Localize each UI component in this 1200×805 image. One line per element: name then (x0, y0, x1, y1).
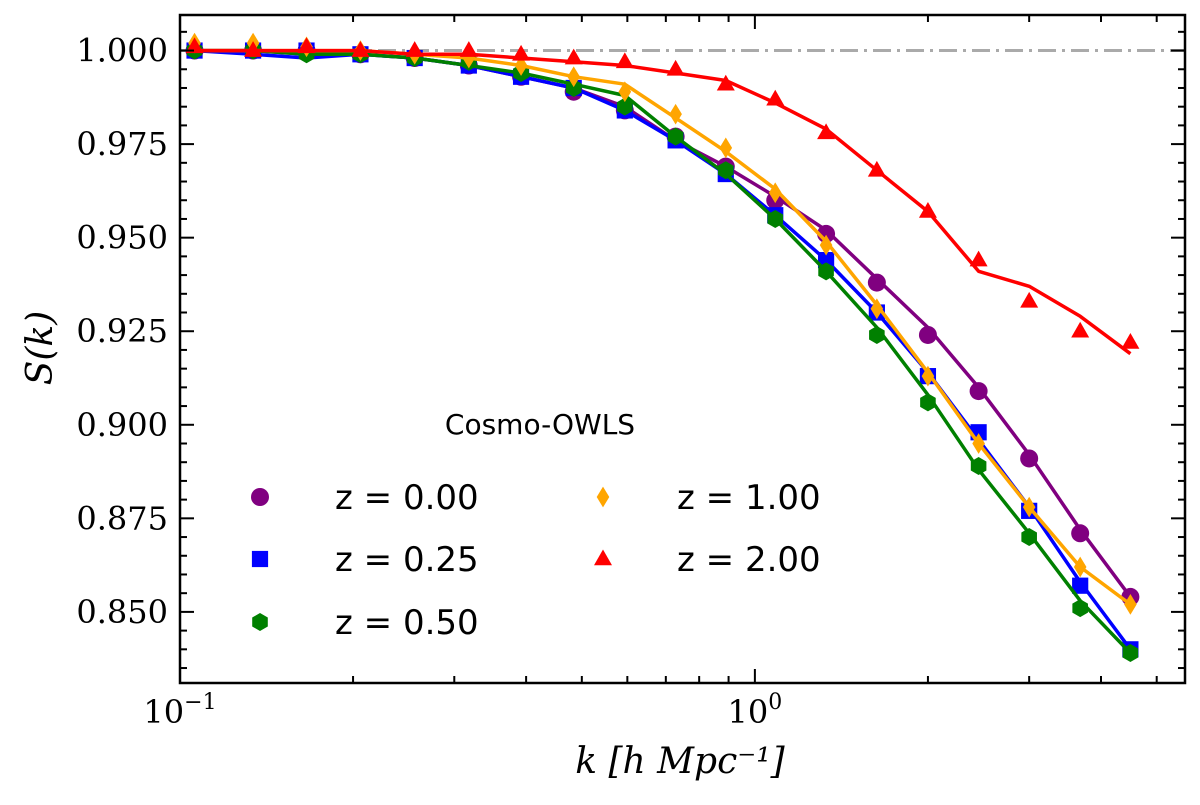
data-point (1071, 524, 1090, 543)
data-point (921, 365, 935, 387)
data-point (1071, 321, 1090, 338)
data-point (512, 44, 531, 61)
data-point (869, 325, 885, 344)
data-point (1072, 599, 1088, 618)
legend: Cosmo-OWLS z = 0.00 z = 0.25 z = 0.50 z = 1… (251, 408, 821, 643)
legend-entry: z = 1.00 (596, 478, 821, 518)
tick-labels: 10−1 100 0.850 0.875 0.900 0.925 0.950 0.975 1.0… (76, 32, 782, 731)
legend-title: Cosmo-OWLS (445, 408, 635, 441)
data-point (185, 37, 204, 54)
data-point (667, 127, 684, 146)
plot-frame (178, 13, 1187, 685)
legend-label: z = 2.00 (677, 540, 821, 580)
data-point (462, 47, 476, 69)
legend-entry: z = 2.00 (594, 540, 821, 580)
data-point (969, 382, 988, 401)
x-axis-label: k [h Mpc⁻¹] (575, 741, 785, 782)
data-point (1020, 291, 1039, 308)
y-tick-label: 0.950 (76, 219, 168, 257)
data-point (717, 161, 734, 180)
legend-entry: z = 0.25 (251, 540, 479, 580)
data-point (969, 250, 988, 267)
data-point (1124, 594, 1137, 615)
legend-marker (251, 550, 269, 568)
data-point (615, 52, 634, 69)
data-point (567, 66, 581, 88)
legend-entry: z = 0.00 (251, 478, 479, 518)
y-tick-label: 0.850 (76, 593, 168, 631)
data-point (819, 234, 833, 256)
y-tick-label: 0.925 (76, 312, 168, 350)
data-point (716, 74, 735, 91)
series-4 (185, 37, 1140, 356)
y-tick-label: 1.000 (76, 32, 168, 70)
data-point (459, 41, 478, 57)
legend-entry: z = 0.50 (252, 603, 479, 643)
data-point (920, 393, 936, 412)
data-point (867, 273, 886, 292)
legend-label: z = 0.25 (335, 540, 479, 580)
data-point (617, 97, 633, 116)
data-point (918, 202, 937, 218)
data-point (867, 160, 886, 177)
data-point (970, 456, 987, 475)
data-point (972, 433, 985, 454)
legend-label: z = 0.50 (335, 603, 479, 643)
x-tick-label: 100 (728, 690, 783, 731)
series-layer (185, 32, 1140, 663)
y-tick-label: 0.875 (76, 499, 168, 537)
data-point (818, 262, 834, 281)
ticks-layer (179, 15, 1185, 683)
data-point (514, 55, 528, 76)
y-tick-label: 0.900 (76, 406, 168, 444)
data-point (719, 137, 733, 159)
data-point (1121, 333, 1140, 349)
data-point (768, 182, 782, 204)
data-point (817, 252, 835, 269)
legend-marker (252, 613, 268, 631)
data-point (565, 78, 582, 97)
legend-marker (251, 488, 269, 506)
data-point (405, 41, 424, 57)
data-point (870, 298, 884, 320)
data-point (564, 48, 583, 65)
data-point (1073, 556, 1087, 578)
legend-label: z = 0.00 (335, 478, 479, 518)
data-point (618, 81, 632, 103)
data-point (918, 325, 937, 344)
data-point (1072, 577, 1089, 594)
data-point (1020, 449, 1039, 468)
plot-background (180, 15, 1185, 683)
x-tick-label: 10−1 (143, 690, 216, 731)
data-point (351, 41, 370, 57)
data-point (1021, 528, 1037, 547)
legend-entries: z = 0.00 z = 0.25 z = 0.50 z = 1.00 z = 2.00 (251, 478, 821, 643)
data-point (669, 103, 682, 125)
legend-marker (596, 486, 610, 508)
data-point (297, 37, 316, 54)
data-point (1122, 644, 1139, 663)
y-axis-label: S(k) (20, 311, 61, 386)
legend-marker (594, 549, 612, 566)
data-point (766, 89, 785, 106)
data-point (666, 59, 685, 76)
data-point (767, 209, 784, 228)
data-point (1022, 496, 1036, 518)
data-point (244, 41, 263, 57)
data-point (817, 123, 836, 140)
y-tick-label: 0.975 (76, 125, 168, 163)
legend-label: z = 1.00 (677, 478, 821, 518)
